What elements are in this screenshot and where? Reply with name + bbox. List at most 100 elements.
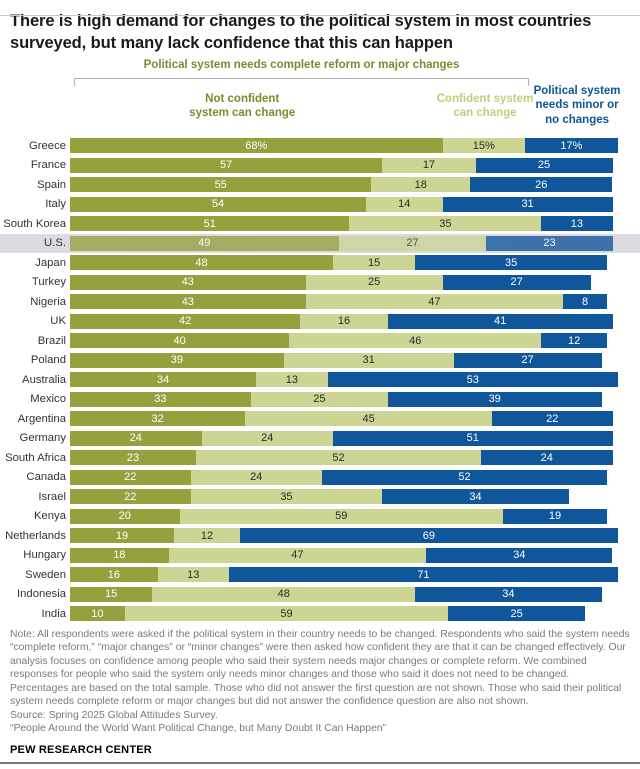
bar-track: 10 59 25 [70,606,618,622]
bar-segment-minor_none: 25 [448,606,586,622]
country-row: Canada 22 24 52 [0,468,640,488]
bar-segment-minor_none: 26 [470,177,613,193]
bar-segment-confident: 31 [283,352,454,368]
page-title: There is high demand for changes to the … [10,12,592,52]
country-row: Greece 68% 15% 17% [0,136,640,156]
bar-segment-not_confident: 51 [70,216,350,232]
bar-segment-confident: 52 [196,450,481,466]
bar-segment-minor_none: 27 [453,352,602,368]
country-row: Poland 39 31 27 [0,351,640,371]
bar-track: 20 59 19 [70,508,618,524]
country-label: Sweden [25,568,66,581]
quote-text: “People Around the World Want Political … [10,723,387,734]
country-row: U.S. 49 27 23 [0,233,640,253]
bar-segment-not_confident: 20 [70,508,180,524]
bar-segment-confident: 59 [124,606,449,622]
chart-rows: Greece 68% 15% 17% France 57 17 25 Spain 55 18 26 It… [0,136,640,624]
bar-segment-confident: 25 [250,391,388,407]
bar-segment-minor_none: 27 [442,274,591,290]
bar-segment-not_confident: 40 [70,333,290,349]
legend-confident-label: Confident system can change [436,93,534,120]
country-label: UK [50,315,66,328]
bar-segment-confident: 35 [349,216,542,232]
bar-segment-not_confident: 24 [70,430,202,446]
bar-segment-not_confident: 68% [70,138,443,154]
bar-segment-confident: 15 [333,255,416,271]
bar-segment-not_confident: 10 [70,606,125,622]
bar-track: 24 24 51 [70,430,618,446]
bar-segment-confident: 25 [305,274,443,290]
country-row: Israel 22 35 34 [0,487,640,507]
bar-segment-not_confident: 43 [70,294,306,310]
bar-segment-confident: 13 [157,567,229,583]
legend-bracket-line [74,78,529,86]
bar-segment-not_confident: 54 [70,196,366,212]
country-row: India 10 59 25 [0,604,640,624]
bar-segment-minor_none: 71 [228,567,618,583]
bar-segment-confident: 18 [371,177,471,193]
country-label: Indonesia [17,588,66,601]
bar-segment-minor_none: 39 [387,391,602,407]
country-label: France [30,159,66,172]
country-label: Nigeria [30,295,66,308]
bar-segment-minor_none: 69 [239,528,618,544]
bar-segment-not_confident: 55 [70,177,372,193]
bar-segment-not_confident: 39 [70,352,284,368]
bar-segment-minor_none: 17% [524,138,618,154]
bar-segment-not_confident: 19 [70,528,175,544]
country-row: Mexico 33 25 39 [0,390,640,410]
country-row: Turkey 43 25 27 [0,273,640,293]
bar-segment-not_confident: 32 [70,411,246,427]
bar-segment-confident: 24 [190,469,323,485]
bar-segment-not_confident: 16 [70,567,158,583]
bar-segment-confident: 12 [174,528,240,544]
bar-track: 22 35 34 [70,489,618,505]
bar-segment-confident: 27 [338,235,487,251]
bar-segment-not_confident: 23 [70,450,197,466]
bar-track: 49 27 23 [70,235,618,251]
bar-segment-not_confident: 22 [70,469,191,485]
country-label: Hungary [23,549,66,562]
country-row: Kenya 20 59 19 [0,507,640,527]
bar-track: 57 17 25 [70,157,618,173]
bar-segment-minor_none: 34 [426,547,613,563]
country-label: U.S. [44,237,66,250]
bar-segment-minor_none: 31 [442,196,613,212]
pew-research-center-logo: PEW RESEARCH CENTER [10,743,152,756]
country-row: UK 42 16 41 [0,312,640,332]
bar-segment-confident: 24 [201,430,334,446]
country-label: Australia [22,373,66,386]
bar-segment-not_confident: 43 [70,274,306,290]
country-row: Hungary 18 47 34 [0,546,640,566]
bar-segment-confident: 15% [442,138,525,154]
bar-track: 68% 15% 17% [70,138,618,154]
country-label: Kenya [33,510,66,523]
country-row: Spain 55 18 26 [0,175,640,195]
bar-segment-confident: 45 [245,411,492,427]
bar-track: 43 25 27 [70,274,618,290]
bar-segment-minor_none: 23 [486,235,613,251]
bar-segment-minor_none: 25 [475,157,613,173]
bar-segment-confident: 47 [305,294,564,310]
bar-segment-not_confident: 48 [70,255,334,271]
bar-track: 23 52 24 [70,450,618,466]
country-label: Turkey [31,276,66,289]
bar-segment-minor_none: 52 [322,469,608,485]
source-text: Source: Spring 2025 Global Attitudes Sur… [10,709,218,721]
bar-segment-minor_none: 35 [415,255,608,271]
country-label: Netherlands [5,529,66,542]
bar-segment-minor_none: 13 [541,216,613,232]
bar-segment-confident: 13 [256,372,328,388]
bar-segment-confident: 17 [382,157,476,173]
country-label: Germany [19,432,66,445]
bar-segment-minor_none: 41 [387,313,613,329]
country-row: Nigeria 43 47 8 [0,292,640,312]
chart-legend: Political system needs complete reform o… [74,59,622,131]
bar-segment-confident: 35 [190,489,383,505]
bar-segment-confident: 47 [168,547,427,563]
bar-track: 22 24 52 [70,469,618,485]
country-row: Germany 24 24 51 [0,429,640,449]
bar-segment-not_confident: 34 [70,372,257,388]
bar-segment-minor_none: 51 [333,430,613,446]
top-divider [0,15,640,16]
